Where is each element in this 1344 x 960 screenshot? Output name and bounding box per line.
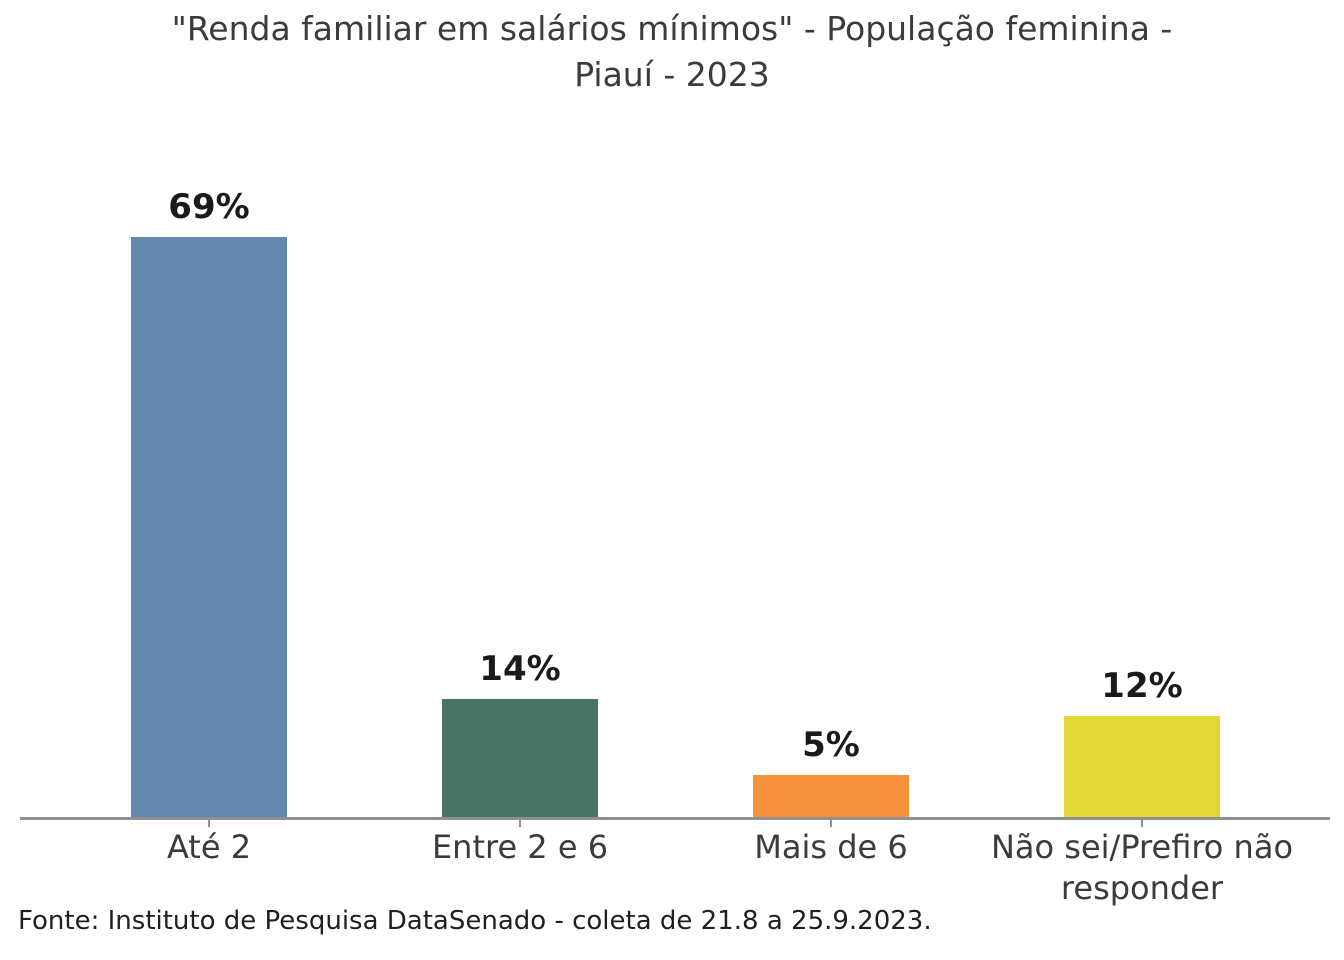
x-axis-tick	[1141, 820, 1143, 827]
x-axis-tick	[208, 820, 210, 827]
bar	[442, 699, 598, 817]
x-axis-tick	[519, 820, 521, 827]
x-axis-line	[20, 817, 1330, 820]
x-axis-tick	[830, 820, 832, 827]
bar-value-label: 14%	[479, 649, 561, 689]
x-axis-label: Até 2	[166, 828, 252, 866]
x-axis-label: Entre 2 e 6	[431, 828, 609, 866]
chart-title-line2: Piauí - 2023	[574, 55, 770, 94]
bar-value-label: 12%	[1101, 666, 1183, 706]
bar-value-label: 69%	[168, 187, 250, 227]
source-note: Fonte: Instituto de Pesquisa DataSenado …	[18, 906, 932, 936]
x-axis-label: Mais de 6	[754, 828, 908, 866]
bar	[1064, 716, 1220, 817]
bar-value-label: 5%	[802, 725, 860, 765]
x-axis-label: Não sei/Prefiro não responder	[990, 828, 1294, 907]
chart-title: "Renda familiar em salários mínimos" - P…	[0, 6, 1344, 98]
chart-title-line1: "Renda familiar em salários mínimos" - P…	[171, 9, 1173, 48]
bar	[131, 237, 287, 817]
bar	[753, 775, 909, 817]
